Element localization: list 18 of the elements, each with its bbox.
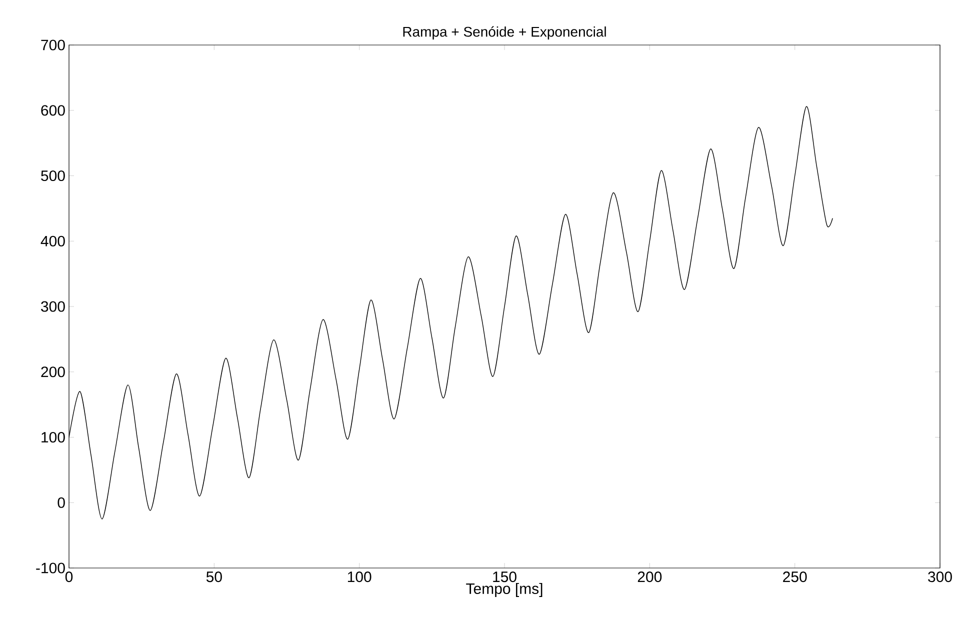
x-axis-title: Tempo [ms] — [466, 582, 542, 597]
y-tick-label: 100 — [42, 432, 65, 443]
y-tick-label: 700 — [41, 40, 65, 50]
x-tick-label: 100 — [348, 572, 372, 582]
chart-title: Rampa + Senóide + Exponencial — [403, 26, 606, 40]
y-tick-label: 600 — [41, 105, 65, 116]
y-tick-label: 200 — [41, 366, 65, 378]
y-tick-label: 300 — [41, 301, 65, 312]
x-tick-label: 200 — [638, 572, 662, 582]
x-tick-label: 150 — [493, 572, 516, 582]
y-tick-label: 500 — [41, 170, 65, 182]
x-tick-label: 250 — [783, 572, 807, 582]
y-tick-label: 0 — [58, 497, 65, 508]
x-tick-label: 0 — [65, 572, 73, 582]
x-tick-label: 300 — [928, 572, 952, 582]
x-tick-label: 50 — [206, 572, 222, 582]
y-tick-label: -100 — [36, 562, 65, 574]
y-tick-label: 400 — [40, 236, 65, 246]
